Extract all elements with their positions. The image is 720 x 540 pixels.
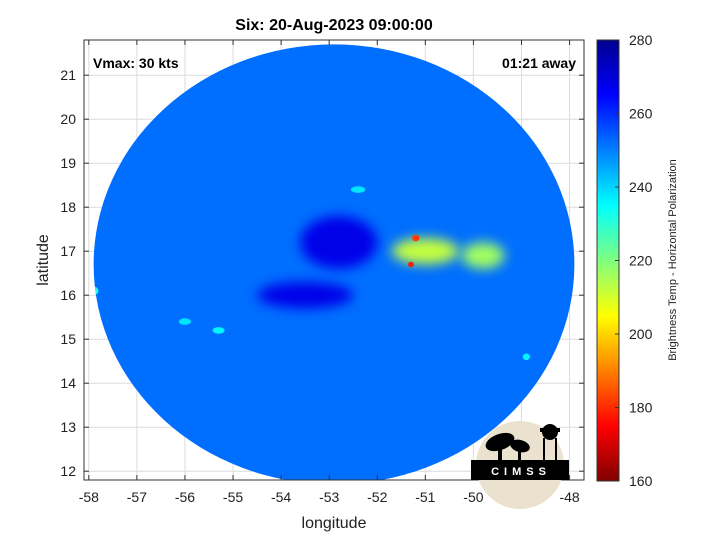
colorbar: 160 180 200 220 240 260 280 Brightness Temp - … <box>596 32 679 489</box>
colorbar-tick-label: 220 <box>629 253 653 269</box>
field-feature-5 <box>408 261 414 268</box>
cimss-logo: CIMSS <box>471 421 569 509</box>
axes-frame <box>83 39 585 481</box>
x-tick-label: -50 <box>463 489 483 505</box>
x-axis-label: longitude <box>302 515 367 532</box>
time-offset-annotation: 01:21 away <box>502 55 576 71</box>
vmax-annotation: Vmax: 30 kts <box>93 55 179 71</box>
x-tick-label: -56 <box>175 489 195 505</box>
colorbar-tick-label: 280 <box>629 32 653 48</box>
plot-area: -58-57-56-55-54-53-52-51-50-49-48 121314… <box>60 39 585 509</box>
colorbar-tick-label: 260 <box>629 106 653 122</box>
x-tick-label: -55 <box>223 489 243 505</box>
x-tick-label: -51 <box>415 489 435 505</box>
x-tick-label: -52 <box>367 489 387 505</box>
field-feature-4 <box>412 234 420 242</box>
y-tick-label: 20 <box>60 111 76 127</box>
x-tick-label: -57 <box>127 489 147 505</box>
y-tick-label: 15 <box>60 331 76 347</box>
brightness-temp-swath <box>93 44 575 480</box>
field-feature-10 <box>522 353 530 361</box>
y-tick-label: 19 <box>60 155 76 171</box>
field-feature-2 <box>391 238 459 265</box>
x-tick-label: -53 <box>319 489 339 505</box>
field-feature-1 <box>257 282 354 309</box>
field-feature-8 <box>178 318 191 325</box>
y-tick-label: 18 <box>60 199 76 215</box>
y-tick-label: 12 <box>60 463 76 479</box>
field-feature-3 <box>461 242 505 269</box>
field-feature-9 <box>350 186 366 193</box>
y-axis-label: latitude <box>35 234 52 286</box>
field-feature-6 <box>93 286 99 296</box>
field-feature-7 <box>212 327 225 334</box>
x-tick-label: -58 <box>79 489 99 505</box>
colorbar-ticks: 160 180 200 220 240 260 280 <box>615 32 653 489</box>
y-tick-label: 14 <box>60 375 76 391</box>
x-tick-label: -48 <box>559 489 579 505</box>
colorbar-tick-label: 200 <box>629 326 653 342</box>
x-axis: -58-57-56-55-54-53-52-51-50-49-48 <box>79 40 580 505</box>
logo-text: CIMSS <box>491 466 551 478</box>
colorbar-tick-label: 180 <box>629 400 653 416</box>
field-feature-0 <box>300 216 378 269</box>
y-tick-label: 16 <box>60 287 76 303</box>
colorbar-tick-label: 240 <box>629 179 653 195</box>
chart-title: Six: 20-Aug-2023 09:00:00 <box>235 17 433 34</box>
colorbar-tick-label: 160 <box>629 473 653 489</box>
y-axis: 12 13 14 15 16 17 18 19 20 21 <box>60 67 584 479</box>
y-tick-label: 13 <box>60 419 76 435</box>
y-tick-label: 17 <box>60 243 76 259</box>
x-tick-label: -54 <box>271 489 291 505</box>
y-tick-label: 21 <box>60 67 76 83</box>
colorbar-label: Brightness Temp - Horizontal Polarizatio… <box>667 159 679 361</box>
